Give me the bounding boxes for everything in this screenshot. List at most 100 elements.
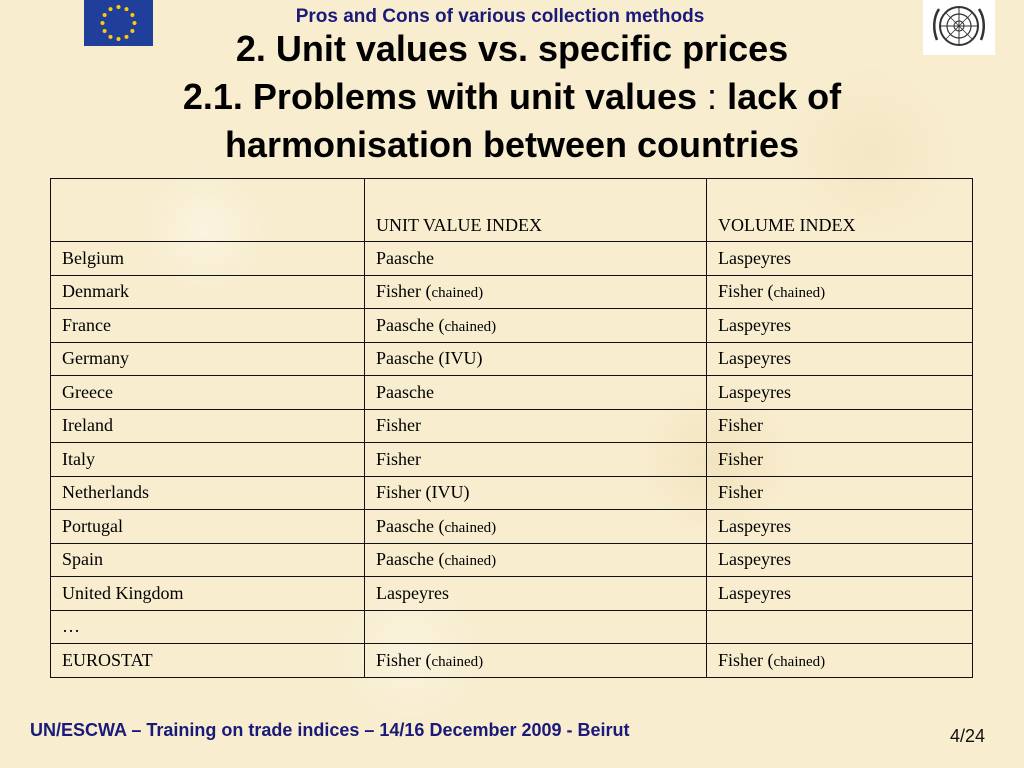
unit-value-note: chained) xyxy=(444,553,497,570)
table-row: Spain Paasche (chained) Laspeyres xyxy=(50,542,973,577)
cell-volume: Laspeyres xyxy=(706,341,973,376)
unit-value-text: Paasche (IVU) xyxy=(376,348,483,369)
unit-value-text: Fisher xyxy=(376,448,421,469)
table-row: … xyxy=(50,609,973,644)
subtitle-main: 2.1. Problems with unit values xyxy=(182,76,698,117)
cell-volume: Fisher xyxy=(706,475,973,510)
unit-value-text: Fisher ( xyxy=(376,649,432,670)
unit-value-text: Paasche xyxy=(376,247,434,268)
un-emblem-logo xyxy=(923,0,995,55)
volume-text: Fisher xyxy=(718,448,763,469)
cell-volume: Fisher xyxy=(706,408,973,443)
volume-text: Laspeyres xyxy=(718,348,791,369)
table-row: France Paasche (chained) Laspeyres xyxy=(50,308,973,343)
volume-text: Laspeyres xyxy=(718,247,791,268)
unit-value-text: Fisher xyxy=(376,415,421,436)
volume-text: Fisher xyxy=(718,482,763,503)
unit-value-text: Paasche ( xyxy=(376,515,445,536)
table-row: Ireland Fisher Fisher xyxy=(50,408,973,443)
unit-value-text: Laspeyres xyxy=(376,582,449,603)
header-unit-value-index: UNIT VALUE INDEX xyxy=(364,178,707,242)
cell-unit-value: Paasche xyxy=(364,375,707,410)
cell-volume: Laspeyres xyxy=(706,241,973,276)
cell-unit-value: Paasche xyxy=(364,241,707,276)
cell-country: Netherlands xyxy=(50,475,365,510)
cell-unit-value: Paasche (chained) xyxy=(364,308,707,343)
cell-volume: Laspeyres xyxy=(706,308,973,343)
cell-country: … xyxy=(50,609,365,644)
table-row: Germany Paasche (IVU) Laspeyres xyxy=(50,341,973,376)
cell-country: Greece xyxy=(50,375,365,410)
subtitle-separator: : xyxy=(707,76,718,117)
cell-unit-value: Fisher (chained) xyxy=(364,274,707,309)
cell-country: Germany xyxy=(50,341,365,376)
unit-value-text: Paasche ( xyxy=(376,549,445,570)
footer-training-info: UN/ESCWA – Training on trade indices – 1… xyxy=(30,720,630,740)
volume-note: chained) xyxy=(773,285,826,302)
cell-country: Portugal xyxy=(50,509,365,544)
cell-unit-value xyxy=(364,609,707,644)
table-row: United Kingdom Laspeyres Laspeyres xyxy=(50,576,973,611)
unit-value-text: Fisher (IVU) xyxy=(376,482,470,503)
unit-value-text: Paasche xyxy=(376,381,434,402)
presentation-supertitle: Pros and Cons of various collection meth… xyxy=(295,6,705,27)
cell-volume: Laspeyres xyxy=(706,542,973,577)
cell-volume: Fisher (chained) xyxy=(706,643,973,678)
un-globe-icon xyxy=(933,6,985,46)
eu-stars-icon xyxy=(100,5,137,41)
table-row: Italy Fisher Fisher xyxy=(50,442,973,477)
slide-title: 2. Unit values vs. specific prices xyxy=(235,28,789,69)
table-row: Denmark Fisher (chained) Fisher (chained… xyxy=(50,274,973,309)
cell-volume: Laspeyres xyxy=(706,576,973,611)
header-country xyxy=(50,178,365,242)
cell-unit-value: Laspeyres xyxy=(364,576,707,611)
cell-volume: Fisher xyxy=(706,442,973,477)
cell-country: Denmark xyxy=(50,274,365,309)
subtitle-tail: lack of xyxy=(727,76,842,117)
unit-value-note: chained) xyxy=(431,653,484,670)
unit-value-note: chained) xyxy=(431,285,484,302)
volume-text: Fisher ( xyxy=(718,649,774,670)
slide-subtitle-line: 2.1. Problems with unit values : lack of xyxy=(0,73,1024,121)
cell-unit-value: Fisher xyxy=(364,442,707,477)
table-row: Netherlands Fisher (IVU) Fisher xyxy=(50,475,973,510)
cell-volume: Fisher (chained) xyxy=(706,274,973,309)
volume-text: Laspeyres xyxy=(718,582,791,603)
table-row: Belgium Paasche Laspeyres xyxy=(50,241,973,276)
volume-text: Fisher xyxy=(718,415,763,436)
cell-country: Ireland xyxy=(50,408,365,443)
cell-country: United Kingdom xyxy=(50,576,365,611)
cell-country: Belgium xyxy=(50,241,365,276)
eu-flag-logo xyxy=(84,0,153,46)
cell-unit-value: Fisher (chained) xyxy=(364,643,707,678)
cell-unit-value: Fisher xyxy=(364,408,707,443)
cell-country: Italy xyxy=(50,442,365,477)
index-methods-table: UNIT VALUE INDEX VOLUME INDEX Belgium Pa… xyxy=(50,178,973,678)
unit-value-note: chained) xyxy=(444,519,497,536)
volume-text: Laspeyres xyxy=(718,314,791,335)
table-row: Portugal Paasche (chained) Laspeyres xyxy=(50,509,973,544)
volume-note: chained) xyxy=(773,653,826,670)
cell-unit-value: Paasche (chained) xyxy=(364,509,707,544)
unit-value-text: Fisher ( xyxy=(376,281,432,302)
table-row: EUROSTAT Fisher (chained) Fisher (chaine… xyxy=(50,643,973,678)
cell-country: France xyxy=(50,308,365,343)
cell-unit-value: Fisher (IVU) xyxy=(364,475,707,510)
volume-text: Fisher ( xyxy=(718,281,774,302)
unit-value-text: Paasche ( xyxy=(376,314,445,335)
volume-text: Laspeyres xyxy=(718,549,791,570)
slide-subtitle-line-2: harmonisation between countries xyxy=(224,124,800,165)
table-header-row: UNIT VALUE INDEX VOLUME INDEX xyxy=(50,178,973,242)
header-volume-index: VOLUME INDEX xyxy=(706,178,973,242)
volume-text: Laspeyres xyxy=(718,515,791,536)
volume-text: Laspeyres xyxy=(718,381,791,402)
page-number: 4/24 xyxy=(950,726,986,746)
cell-country: EUROSTAT xyxy=(50,643,365,678)
cell-unit-value: Paasche (chained) xyxy=(364,542,707,577)
table-row: Greece Paasche Laspeyres xyxy=(50,375,973,410)
cell-country: Spain xyxy=(50,542,365,577)
unit-value-note: chained) xyxy=(444,318,497,335)
cell-volume xyxy=(706,609,973,644)
cell-unit-value: Paasche (IVU) xyxy=(364,341,707,376)
cell-volume: Laspeyres xyxy=(706,375,973,410)
